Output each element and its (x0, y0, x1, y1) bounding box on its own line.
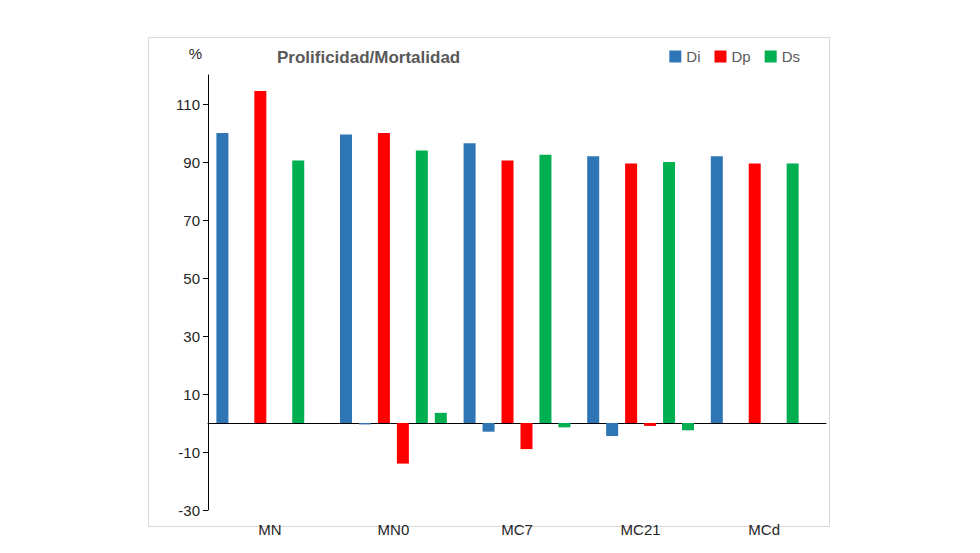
svg-text:70: 70 (183, 212, 200, 229)
svg-text:MC7: MC7 (501, 521, 533, 538)
svg-text:-10: -10 (178, 444, 200, 461)
svg-text:Di: Di (686, 48, 700, 65)
svg-text:Ds: Ds (782, 48, 800, 65)
svg-text:MC21: MC21 (621, 521, 661, 538)
svg-text:MCd: MCd (748, 521, 780, 538)
svg-text:30: 30 (183, 328, 200, 345)
svg-text:110: 110 (176, 96, 200, 113)
svg-text:MN: MN (258, 521, 281, 538)
svg-text:50: 50 (183, 270, 200, 287)
svg-text:%: % (189, 45, 202, 62)
svg-text:-30: -30 (178, 502, 200, 519)
svg-text:Dp: Dp (731, 48, 750, 65)
svg-text:MN0: MN0 (378, 521, 410, 538)
svg-text:90: 90 (183, 154, 200, 171)
svg-text:Prolificidad/Mortalidad: Prolificidad/Mortalidad (277, 48, 460, 67)
svg-text:10: 10 (183, 386, 200, 403)
